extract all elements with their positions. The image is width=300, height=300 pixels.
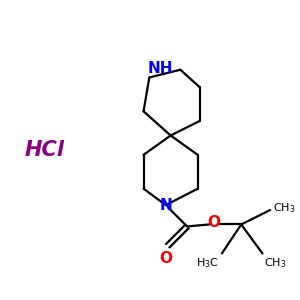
Text: NH: NH (147, 61, 173, 76)
Text: O: O (159, 250, 172, 266)
Text: HCl: HCl (25, 140, 65, 160)
Text: H$_3$C: H$_3$C (196, 256, 219, 270)
Text: CH$_3$: CH$_3$ (264, 256, 287, 270)
Text: O: O (208, 215, 220, 230)
Text: N: N (159, 198, 172, 213)
Text: CH$_3$: CH$_3$ (273, 201, 296, 215)
